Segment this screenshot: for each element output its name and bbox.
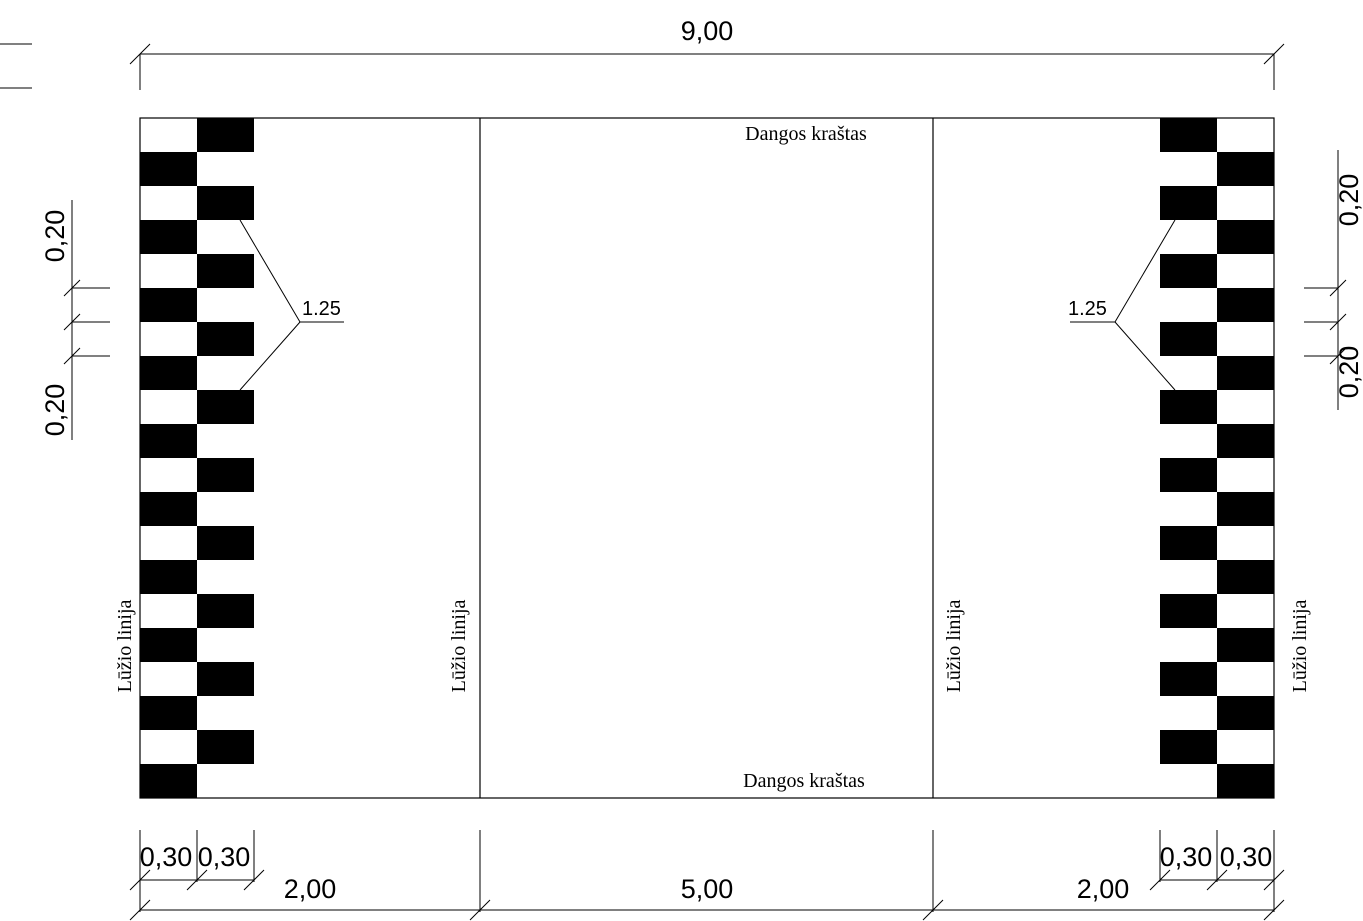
checker-cell xyxy=(1160,118,1217,152)
checker-cell xyxy=(1160,730,1217,764)
checker-cell xyxy=(1217,696,1274,730)
left-height-upper: 0,20 xyxy=(40,210,70,263)
checker-cell xyxy=(197,322,254,356)
left-band-width: 2,00 xyxy=(284,874,337,904)
checker-pattern-right xyxy=(1160,118,1274,798)
checker-cell xyxy=(140,696,197,730)
checker-cell xyxy=(1160,254,1217,288)
checker-cell xyxy=(140,288,197,322)
checker-cell xyxy=(140,152,197,186)
checker-cell xyxy=(197,730,254,764)
checker-cell xyxy=(1160,594,1217,628)
checker-cell xyxy=(1160,186,1217,220)
checker-cell xyxy=(1160,322,1217,356)
right-col-2-width: 0,30 xyxy=(1220,842,1273,872)
checker-cell xyxy=(197,458,254,492)
right-height-upper: 0,20 xyxy=(1334,174,1363,227)
dimension-total-width: 9,00 xyxy=(129,16,1285,90)
checker-cell xyxy=(140,560,197,594)
checker-cell xyxy=(197,526,254,560)
leader-right: 1.25 xyxy=(1068,219,1176,391)
center-band-width: 5,00 xyxy=(681,874,734,904)
checker-cell xyxy=(140,424,197,458)
checker-cell xyxy=(197,118,254,152)
leader-left-label: 1.25 xyxy=(302,298,341,320)
dimension-bands: 2,00 5,00 2,00 xyxy=(129,830,1285,921)
left-col-1-width: 0,30 xyxy=(140,842,193,872)
checker-cell xyxy=(197,254,254,288)
break-line-label-1: Lūžio linija xyxy=(114,600,136,693)
checker-cell xyxy=(140,764,197,798)
edge-label-top: Dangos kraštas xyxy=(745,123,867,145)
checker-cell xyxy=(1217,424,1274,458)
total-width-label: 9,00 xyxy=(681,16,734,46)
checker-cell xyxy=(140,220,197,254)
pavement-outline xyxy=(139,117,1275,799)
checker-cell xyxy=(197,594,254,628)
checker-cell xyxy=(140,628,197,662)
right-height-lower: 0,20 xyxy=(1334,346,1363,399)
leader-left: 1.25 xyxy=(239,219,344,391)
checker-cell xyxy=(140,356,197,390)
right-band-width: 2,00 xyxy=(1077,874,1130,904)
checker-cell xyxy=(1217,152,1274,186)
leader-right-label: 1.25 xyxy=(1068,298,1107,320)
right-col-1-width: 0,30 xyxy=(1160,842,1213,872)
break-line-label-4: Lūžio linija xyxy=(1289,600,1311,693)
dimension-columns-left: 0,30 0,30 xyxy=(129,830,265,891)
dimension-heights-left: 0,20 0,20 xyxy=(40,200,110,440)
left-col-2-width: 0,30 xyxy=(198,842,251,872)
checker-cell xyxy=(197,662,254,696)
checker-cell xyxy=(197,186,254,220)
break-line-label-2: Lūžio linija xyxy=(448,600,470,693)
checker-cell xyxy=(1217,764,1274,798)
checker-cell xyxy=(1217,492,1274,526)
checker-cell xyxy=(1217,356,1274,390)
checker-cell xyxy=(1217,560,1274,594)
checker-cell xyxy=(1160,390,1217,424)
checker-cell xyxy=(1217,220,1274,254)
break-line-label-3: Lūžio linija xyxy=(943,600,965,693)
dimension-heights-right: 0,20 0,20 xyxy=(1304,150,1363,410)
checker-cell xyxy=(1217,288,1274,322)
checker-cell xyxy=(1217,628,1274,662)
checker-cell xyxy=(140,492,197,526)
dimension-columns-right: 0,30 0,30 xyxy=(1149,830,1285,891)
edge-label-bottom: Dangos kraštas xyxy=(743,770,865,792)
checker-cell xyxy=(197,390,254,424)
checker-cell xyxy=(1160,458,1217,492)
left-height-lower: 0,20 xyxy=(40,384,70,437)
checker-cell xyxy=(1160,526,1217,560)
checker-cell xyxy=(1160,662,1217,696)
checker-pattern-left xyxy=(140,118,254,798)
